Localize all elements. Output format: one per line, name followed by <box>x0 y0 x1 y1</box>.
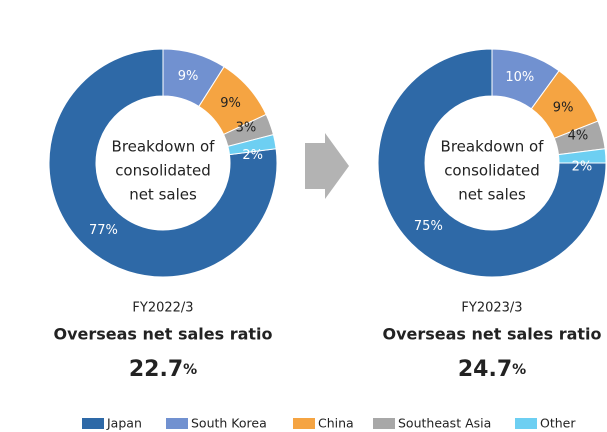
legend-swatch <box>373 418 395 429</box>
data-label: 9% <box>220 96 241 111</box>
ratio-value: 22.7% <box>129 357 197 382</box>
data-label: 10% <box>505 70 534 85</box>
legend-label: South Korea <box>191 416 267 431</box>
ratio-value: 24.7% <box>458 357 526 382</box>
ratio-label: Overseas net sales ratio <box>382 325 601 344</box>
period: FY2023/3 <box>461 301 522 316</box>
center-text: net sales <box>458 186 526 204</box>
center-text: Breakdown of <box>441 138 545 156</box>
data-label: 75% <box>414 219 443 234</box>
legend-label: Japan <box>106 416 142 431</box>
center-text: consolidated <box>115 162 211 180</box>
ratio-unit: % <box>183 362 197 378</box>
legend-label: Other <box>540 416 576 431</box>
arrow <box>305 133 349 199</box>
donut-segment <box>377 48 607 278</box>
legend-label: China <box>318 416 354 431</box>
center-text: net sales <box>129 186 197 204</box>
legend-label: Southeast Asia <box>398 416 491 431</box>
data-label: 3% <box>236 121 257 136</box>
legend-swatch <box>166 418 188 429</box>
center-text: Breakdown of <box>112 138 216 156</box>
ratio-label: Overseas net sales ratio <box>53 325 272 344</box>
legend-swatch <box>293 418 315 429</box>
period: FY2022/3 <box>132 301 193 316</box>
center-text: consolidated <box>444 162 540 180</box>
donut-segment <box>48 48 278 278</box>
ratio-unit: % <box>512 362 526 378</box>
data-label: 77% <box>89 223 118 238</box>
legend-swatch <box>515 418 537 429</box>
data-label: 4% <box>568 129 589 144</box>
data-label: 2% <box>242 148 263 163</box>
ratio-number: 22.7 <box>129 357 183 382</box>
legend-swatch <box>82 418 104 429</box>
donut-segment <box>557 148 607 164</box>
data-label: 2% <box>572 159 593 174</box>
data-label: 9% <box>178 69 199 84</box>
data-label: 9% <box>553 100 574 115</box>
ratio-number: 24.7 <box>458 357 512 382</box>
donut-segment <box>227 134 277 156</box>
